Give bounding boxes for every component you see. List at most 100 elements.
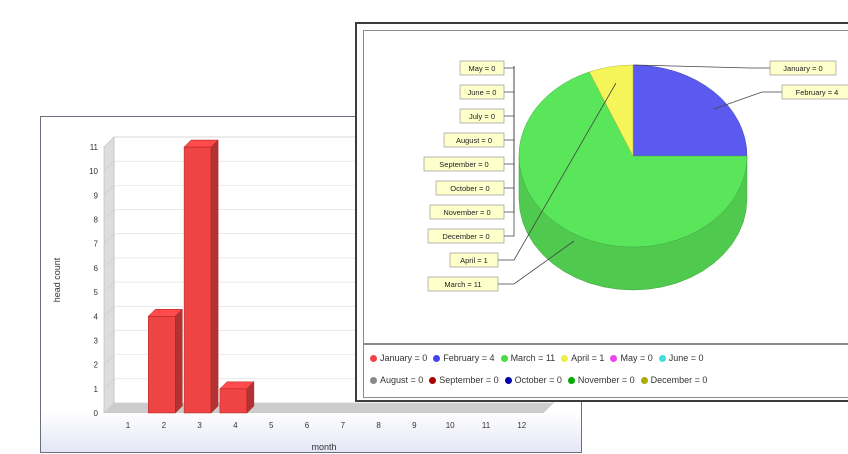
x-tick-label: 6 bbox=[305, 421, 310, 430]
plot-left-wall bbox=[103, 136, 115, 414]
y-tick-label: 6 bbox=[94, 264, 99, 273]
legend-swatch bbox=[658, 355, 666, 362]
legend-swatch bbox=[567, 377, 575, 384]
legend-label: May = 0 bbox=[620, 353, 653, 363]
legend-swatch bbox=[561, 355, 569, 362]
legend-swatch bbox=[500, 355, 508, 362]
label-connector bbox=[504, 66, 515, 237]
legend-label: August = 0 bbox=[380, 375, 424, 385]
bar bbox=[147, 308, 183, 414]
legend-swatch bbox=[504, 377, 512, 384]
legend-item: May = 0 bbox=[610, 353, 653, 363]
gridline-side bbox=[103, 330, 115, 341]
pie-slice bbox=[518, 71, 748, 248]
legend-item: September = 0 bbox=[429, 375, 499, 385]
slice-label-box bbox=[449, 252, 499, 268]
y-axis-label: head count bbox=[52, 257, 62, 302]
label-connector bbox=[504, 66, 515, 93]
legend-label: September = 0 bbox=[439, 375, 499, 385]
y-tick-label: 1 bbox=[94, 385, 99, 394]
legend-swatch bbox=[433, 355, 441, 362]
legend-swatch bbox=[370, 377, 377, 384]
y-tick-label: 4 bbox=[94, 312, 99, 321]
gridline-side bbox=[103, 136, 115, 148]
slice-label: July = 0 bbox=[469, 112, 495, 121]
legend-row-1: January = 0 February = 4 March = 11 April =… bbox=[370, 353, 710, 363]
legend-item: April = 1 bbox=[561, 353, 604, 363]
slice-label: September = 0 bbox=[439, 160, 488, 169]
slice-label-box bbox=[459, 108, 505, 124]
bar bbox=[183, 139, 219, 414]
x-tick-label: 3 bbox=[197, 421, 202, 430]
legend-label: February = 4 bbox=[443, 353, 495, 363]
bar-side bbox=[246, 381, 255, 414]
label-connector bbox=[713, 91, 782, 110]
label-connector bbox=[498, 82, 617, 261]
gridline-side bbox=[103, 306, 115, 317]
slice-label: January = 0 bbox=[783, 64, 822, 73]
pie-chart-panel: January = 0 February = 4 March = 11 April =… bbox=[355, 22, 848, 402]
bar-front bbox=[148, 316, 176, 414]
label-connector bbox=[504, 66, 515, 213]
x-tick-label: 5 bbox=[269, 421, 274, 430]
slice-label: June = 0 bbox=[468, 88, 497, 97]
gridline-side bbox=[103, 233, 115, 244]
label-connector bbox=[498, 240, 575, 285]
gridline-side bbox=[103, 257, 115, 269]
bar-front bbox=[219, 388, 248, 414]
legend-label: November = 0 bbox=[577, 375, 635, 385]
legend-swatch bbox=[610, 355, 618, 362]
slice-label-box bbox=[443, 132, 505, 148]
legend-label: December = 0 bbox=[650, 375, 708, 385]
gridline-side bbox=[103, 402, 115, 414]
bar bbox=[219, 381, 255, 414]
x-tick-label: 8 bbox=[376, 421, 381, 430]
x-tick-label: 9 bbox=[412, 421, 417, 430]
gridline-side bbox=[103, 185, 115, 196]
y-tick-label: 8 bbox=[94, 216, 99, 225]
legend-item: January = 0 bbox=[370, 353, 427, 363]
gridline-side bbox=[103, 160, 115, 172]
slice-label-box bbox=[781, 84, 848, 100]
y-tick-label: 0 bbox=[94, 409, 99, 418]
y-tick-label: 9 bbox=[94, 191, 99, 200]
legend-item: December = 0 bbox=[640, 375, 708, 385]
legend-item: October = 0 bbox=[504, 375, 562, 385]
slice-label-box bbox=[459, 60, 505, 76]
legend-item: March = 11 bbox=[500, 353, 556, 363]
legend-item: August = 0 bbox=[370, 375, 423, 385]
label-connector bbox=[504, 66, 515, 69]
label-connector bbox=[504, 66, 515, 117]
slice-label: December = 0 bbox=[442, 232, 489, 241]
pie-legend: January = 0 February = 4 March = 11 April =… bbox=[363, 344, 848, 398]
x-tick-label: 1 bbox=[126, 421, 131, 430]
y-tick-label: 7 bbox=[94, 240, 99, 249]
legend-item: November = 0 bbox=[567, 375, 635, 385]
legend-row-2: August = 0 September = 0 October = 0 Novemb… bbox=[370, 375, 713, 385]
gridline-side bbox=[103, 281, 115, 293]
slice-label-box bbox=[435, 180, 505, 196]
pie-slice bbox=[632, 64, 748, 157]
slice-label: November = 0 bbox=[443, 208, 490, 217]
bar-side bbox=[175, 308, 183, 414]
gridline-side bbox=[103, 354, 115, 365]
label-connector bbox=[633, 64, 770, 69]
slice-label-box bbox=[769, 60, 837, 76]
legend-item: February = 4 bbox=[433, 353, 495, 363]
slice-label: March = 11 bbox=[444, 280, 481, 289]
slice-label: August = 0 bbox=[456, 136, 492, 145]
y-tick-label: 5 bbox=[94, 288, 99, 297]
slice-label: May = 0 bbox=[469, 64, 496, 73]
legend-label: March = 11 bbox=[510, 353, 556, 363]
slice-label: April = 1 bbox=[460, 256, 488, 265]
y-tick-label: 2 bbox=[94, 361, 99, 370]
pie-plot-area: January = 0 February = 4 March = 11 April =… bbox=[363, 30, 848, 344]
slice-label-box bbox=[427, 228, 505, 244]
label-connector bbox=[504, 66, 515, 165]
legend-item: June = 0 bbox=[658, 353, 704, 363]
legend-label: October = 0 bbox=[514, 375, 562, 385]
x-tick-label: 4 bbox=[233, 421, 238, 430]
label-connector bbox=[504, 66, 515, 141]
y-tick-label: 10 bbox=[89, 167, 98, 176]
slice-label-box bbox=[423, 156, 505, 172]
